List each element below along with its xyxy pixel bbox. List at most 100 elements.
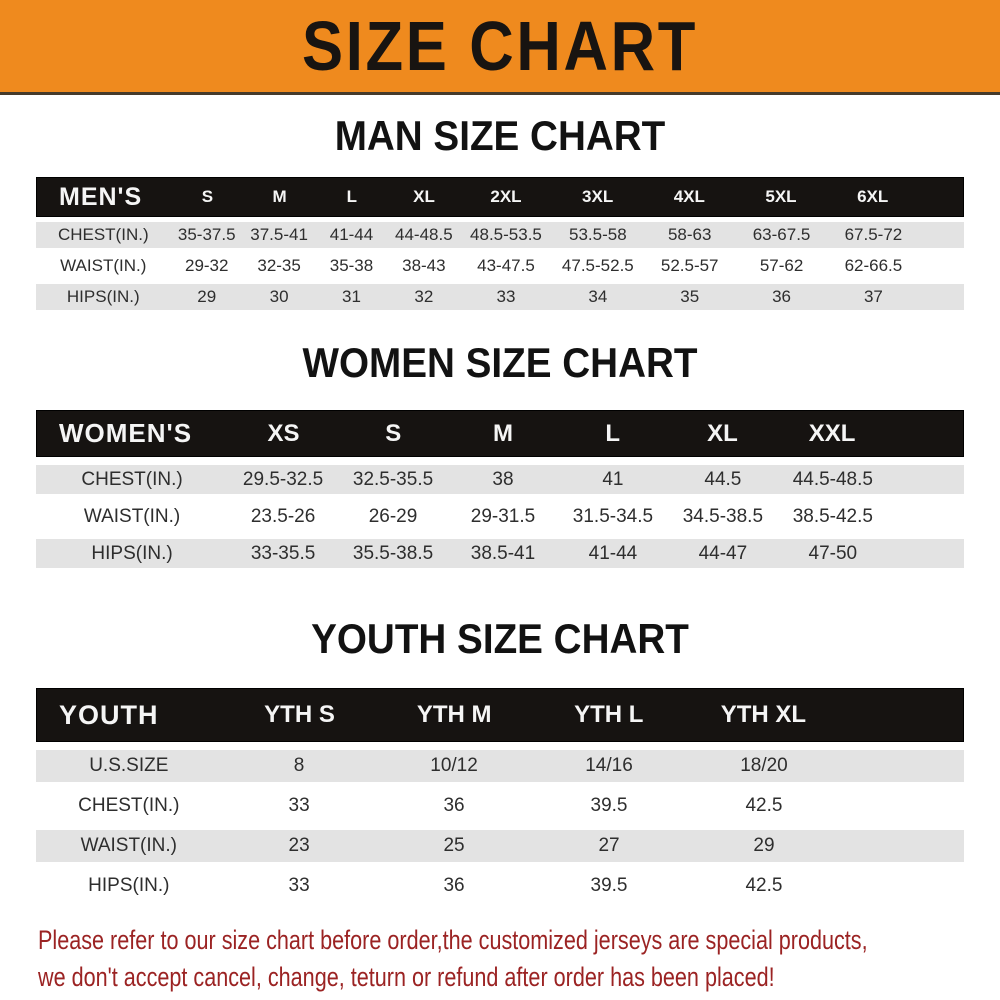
table-header-row: MEN'S S M L XL 2XL 3XL 4XL 5XL 6XL	[36, 177, 964, 217]
size-chart-section: MAN SIZE CHART MEN'S S M L XL 2XL 3XL 4XL 5XL 6XL C…	[0, 113, 1000, 310]
section-title: MAN SIZE CHART	[334, 112, 666, 159]
size-value-cell: 44-48.5	[395, 225, 453, 244]
size-column-header: L	[605, 419, 621, 447]
measurement-row: WAIST(IN.) 29-32 32-35 35-38 38-43 43-47.5 47.…	[36, 253, 964, 279]
size-value-cell: 38-43	[402, 256, 446, 275]
size-column-header: 6XL	[857, 187, 889, 206]
size-value-cell: 27	[598, 835, 620, 856]
size-column-header: 2XL	[490, 187, 522, 206]
size-value-cell: 29-32	[184, 256, 229, 275]
measurement-row: WAIST(IN.) 23.5-26 26-29 29-31.5 31.5-34.5 34…	[36, 502, 964, 531]
size-value-cell: 39.5	[590, 795, 628, 816]
size-value-cell: 53.5-58	[569, 225, 627, 244]
size-value-cell: 31	[342, 287, 361, 306]
size-value-cell: 33-35.5	[250, 542, 316, 564]
size-value-cell: 23	[288, 835, 310, 856]
size-chart-sections: MAN SIZE CHART MEN'S S M L XL 2XL 3XL 4XL 5XL 6XL C…	[0, 113, 1000, 902]
size-column-header: S	[385, 419, 402, 447]
table-corner-label: YOUTH	[59, 699, 159, 730]
size-value-cell: 32.5-35.5	[352, 468, 434, 490]
size-table: YOUTH YTH S YTH M YTH L YTH XL U.S.SIZE 8 10/12…	[36, 688, 964, 902]
size-column-header: S	[201, 187, 214, 206]
row-label: CHEST(IN.)	[57, 225, 149, 244]
size-chart-banner: SIZE CHART	[0, 0, 1000, 95]
size-value-cell: 35-37.5	[177, 225, 236, 244]
size-value-cell: 31.5-34.5	[572, 505, 654, 527]
size-value-cell: 47.5-52.5	[561, 256, 634, 275]
banner-title: SIZE CHART	[302, 7, 698, 85]
table-corner-label: MEN'S	[59, 182, 143, 211]
measurement-row: U.S.SIZE 8 10/12 14/16 18/20	[36, 750, 964, 782]
measurement-row: CHEST(IN.) 33 36 39.5 42.5	[36, 790, 964, 822]
size-chart-section: WOMEN SIZE CHART WOMEN'S XS S M L XL XXL CHEST(I…	[0, 340, 1000, 568]
size-value-cell: 43-47.5	[477, 256, 535, 275]
size-value-cell: 14/16	[585, 755, 633, 776]
row-label: WAIST(IN.)	[83, 505, 181, 527]
size-value-cell: 36	[772, 287, 792, 306]
row-label: WAIST(IN.)	[60, 256, 147, 275]
size-value-cell: 44.5-48.5	[792, 468, 873, 490]
size-value-cell: 36	[443, 875, 465, 896]
size-value-cell: 29.5-32.5	[242, 468, 324, 490]
row-label: U.S.SIZE	[89, 755, 169, 776]
size-value-cell: 41-44	[588, 542, 638, 564]
size-value-cell: 35	[680, 287, 700, 306]
size-value-cell: 23.5-26	[250, 505, 316, 527]
measurement-row: CHEST(IN.) 29.5-32.5 32.5-35.5 38 41 44.5 44.5…	[36, 465, 964, 494]
size-value-cell: 37.5-41	[250, 225, 308, 244]
size-value-cell: 33	[288, 795, 310, 816]
size-value-cell: 39.5	[590, 875, 628, 896]
measurement-row: HIPS(IN.) 33-35.5 35.5-38.5 38.5-41 41-44 44-…	[36, 539, 964, 568]
measurement-row: WAIST(IN.) 23 25 27 29	[36, 830, 964, 862]
row-label: HIPS(IN.)	[88, 875, 170, 896]
size-value-cell: 62-66.5	[844, 256, 903, 275]
size-value-cell: 58-63	[667, 225, 712, 244]
size-table: MEN'S S M L XL 2XL 3XL 4XL 5XL 6XL CHEST(IN.) 35-37…	[36, 177, 964, 310]
size-column-header: 4XL	[673, 187, 705, 206]
size-value-cell: 48.5-53.5	[470, 225, 542, 244]
warning-line-1: Please refer to our size chart before or…	[38, 925, 868, 955]
size-column-header: XL	[413, 187, 435, 206]
size-column-header: M	[492, 419, 513, 447]
row-label: HIPS(IN.)	[91, 542, 173, 564]
size-value-cell: 8	[293, 755, 305, 776]
size-value-cell: 35.5-38.5	[352, 542, 434, 564]
size-value-cell: 32	[414, 287, 434, 306]
size-column-header: YTH L	[574, 701, 644, 728]
size-value-cell: 44-47	[698, 542, 748, 564]
table-corner-label: WOMEN'S	[59, 418, 193, 448]
section-title: WOMEN SIZE CHART	[302, 339, 698, 386]
size-column-header: YTH XL	[720, 701, 807, 728]
size-value-cell: 38.5-41	[470, 542, 536, 564]
size-value-cell: 38.5-42.5	[792, 505, 873, 527]
size-column-header: YTH M	[416, 701, 492, 728]
size-column-header: XL	[707, 419, 738, 447]
size-column-header: L	[346, 187, 357, 206]
section-title: YOUTH SIZE CHART	[311, 615, 689, 662]
size-column-header: M	[272, 187, 287, 206]
size-column-header: XS	[267, 419, 300, 447]
footer-warning: Please refer to our size chart before or…	[0, 902, 1000, 996]
size-table: WOMEN'S XS S M L XL XXL CHEST(IN.) 29.5-32.5 32.5…	[36, 410, 964, 568]
row-label: CHEST(IN.)	[78, 795, 180, 816]
measurement-row: HIPS(IN.) 29 30 31 32 33 34 35 36 37	[36, 284, 964, 310]
size-chart-section: YOUTH SIZE CHART YOUTH YTH S YTH M YTH L YTH …	[0, 616, 1000, 902]
row-label: CHEST(IN.)	[81, 468, 183, 490]
row-label: HIPS(IN.)	[66, 287, 140, 306]
size-value-cell: 34	[588, 287, 608, 306]
size-value-cell: 37	[863, 287, 883, 306]
size-value-cell: 36	[443, 795, 465, 816]
size-column-header: YTH S	[264, 701, 335, 728]
table-header-row: WOMEN'S XS S M L XL XXL	[36, 410, 964, 457]
size-value-cell: 33	[288, 875, 310, 896]
table-header-row: YOUTH YTH S YTH M YTH L YTH XL	[36, 688, 964, 742]
size-column-header: XXL	[808, 419, 856, 447]
size-value-cell: 29	[753, 835, 775, 856]
size-value-cell: 47-50	[808, 542, 858, 564]
size-value-cell: 29-31.5	[470, 505, 536, 527]
size-value-cell: 25	[443, 835, 465, 856]
size-value-cell: 30	[269, 287, 289, 306]
size-value-cell: 67.5-72	[844, 225, 903, 244]
size-value-cell: 34.5-38.5	[682, 505, 764, 527]
row-label: WAIST(IN.)	[80, 835, 177, 856]
